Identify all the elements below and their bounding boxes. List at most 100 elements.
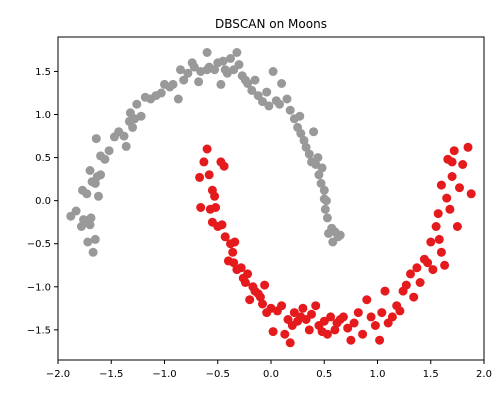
scatter-point-cluster-1 — [346, 335, 356, 345]
scatter-point-cluster-0 — [234, 60, 244, 70]
scatter-point-cluster-1 — [298, 303, 308, 313]
scatter-point-cluster-1 — [236, 263, 246, 273]
scatter-point-cluster-0 — [317, 163, 327, 173]
scatter-point-cluster-0 — [189, 62, 199, 72]
scatter-point-cluster-1 — [449, 146, 459, 156]
scatter-point-cluster-1 — [304, 325, 314, 335]
scatter-point-cluster-0 — [322, 213, 332, 223]
scatter-point-cluster-0 — [226, 54, 235, 63]
scatter-point-cluster-0 — [247, 85, 257, 95]
scatter-point-cluster-1 — [326, 312, 336, 322]
scatter-point-cluster-0 — [90, 178, 100, 188]
scatter-point-cluster-1 — [210, 191, 220, 201]
scatter-point-cluster-1 — [395, 306, 405, 316]
scatter-point-cluster-0 — [304, 149, 314, 159]
scatter-point-cluster-1 — [463, 142, 473, 152]
scatter-point-cluster-1 — [228, 247, 238, 257]
scatter-point-cluster-0 — [299, 135, 309, 145]
scatter-point-cluster-0 — [232, 48, 242, 57]
scatter-point-cluster-0 — [132, 99, 142, 109]
scatter-point-cluster-1 — [362, 295, 372, 305]
scatter-point-cluster-0 — [100, 154, 110, 164]
scatter-point-cluster-0 — [176, 65, 185, 75]
scatter-point-cluster-0 — [194, 77, 204, 87]
scatter-point-cluster-0 — [183, 68, 193, 78]
scatter-point-cluster-1 — [202, 144, 212, 154]
scatter-point-cluster-1 — [412, 263, 422, 273]
scatter-point-cluster-0 — [96, 170, 106, 180]
x-tick-label: 2.0 — [476, 369, 492, 380]
scatter-point-cluster-0 — [321, 196, 331, 206]
scatter-point-cluster-1 — [330, 325, 340, 335]
scatter-point-cluster-0 — [301, 142, 311, 152]
scatter-point-cluster-1 — [220, 232, 230, 242]
scatter-point-cluster-0 — [268, 67, 278, 76]
scatter-point-cluster-0 — [91, 134, 101, 144]
scatter-point-cluster-0 — [296, 129, 306, 138]
scatter-point-cluster-0 — [156, 88, 166, 98]
scatter-point-cluster-0 — [88, 247, 98, 257]
scatter-point-cluster-1 — [409, 292, 419, 302]
scatter-point-cluster-1 — [358, 329, 368, 339]
scatter-point-cluster-1 — [307, 309, 316, 319]
scatter-point-cluster-1 — [447, 157, 457, 167]
scatter-point-cluster-1 — [436, 247, 446, 257]
scatter-point-cluster-1 — [229, 258, 239, 268]
scatter-point-cluster-0 — [136, 111, 146, 121]
scatter-point-cluster-1 — [219, 161, 229, 171]
scatter-point-cluster-1 — [440, 260, 450, 270]
scatter-point-cluster-1 — [240, 278, 250, 287]
x-tick-label: −1.5 — [99, 369, 123, 380]
scatter-point-cluster-1 — [415, 278, 425, 287]
scatter-point-cluster-0 — [319, 185, 329, 195]
scatter-point-cluster-1 — [436, 180, 446, 190]
scatter-point-cluster-1 — [196, 203, 206, 212]
scatter-point-cluster-1 — [258, 299, 267, 309]
scatter-point-cluster-1 — [452, 222, 462, 231]
scatter-point-cluster-0 — [71, 206, 81, 216]
y-tick-label: 1.5 — [35, 67, 51, 78]
y-tick-label: −1.0 — [27, 282, 51, 293]
scatter-point-cluster-1 — [401, 280, 411, 290]
scatter-point-cluster-1 — [289, 308, 299, 318]
scatter-point-cluster-1 — [260, 280, 270, 290]
scatter-point-cluster-1 — [431, 222, 441, 231]
x-tick-label: −2.0 — [46, 369, 70, 380]
scatter-point-cluster-0 — [309, 127, 319, 137]
y-axis: −1.5 −1.0 −0.5 0.0 0.5 1.0 1.5 — [27, 67, 58, 336]
scatter-point-cluster-1 — [445, 204, 455, 214]
x-axis: −2.0 −1.5 −1.0 −0.5 0.0 0.5 1.0 1.5 2.0 — [46, 360, 492, 380]
scatter-point-cluster-0 — [335, 230, 345, 240]
scatter-point-cluster-0 — [119, 131, 129, 141]
scatter-point-cluster-1 — [255, 292, 265, 302]
scatter-point-cluster-1 — [245, 295, 255, 305]
scatter-point-cluster-1 — [366, 312, 376, 322]
scatter-point-cluster-1 — [458, 160, 468, 169]
scatter-point-cluster-0 — [262, 87, 272, 97]
scatter-point-cluster-1 — [199, 157, 209, 167]
x-tick-label: 0.0 — [263, 369, 279, 380]
scatter-point-cluster-0 — [316, 178, 326, 188]
scatter-point-cluster-1 — [375, 335, 385, 345]
scatter-point-cluster-1 — [387, 312, 397, 322]
scatter-point-cluster-0 — [90, 234, 100, 244]
x-tick-label: 1.5 — [423, 369, 439, 380]
scatter-point-cluster-1 — [343, 323, 353, 333]
scatter-point-cluster-1 — [353, 308, 363, 318]
scatter-point-cluster-0 — [285, 105, 295, 115]
scatter-point-cluster-0 — [179, 75, 189, 85]
scatter-point-cluster-1 — [442, 193, 452, 203]
scatter-point-cluster-1 — [423, 258, 433, 268]
scatter-point-cluster-1 — [204, 170, 214, 180]
y-tick-label: 0.5 — [35, 153, 51, 164]
scatter-point-cluster-1 — [455, 183, 464, 193]
scatter-point-cluster-0 — [128, 122, 138, 132]
scatter-point-cluster-1 — [230, 237, 240, 247]
scatter-point-cluster-0 — [83, 237, 93, 247]
scatter-point-cluster-1 — [217, 220, 227, 230]
scatter-point-cluster-1 — [447, 172, 457, 181]
y-tick-label: −1.5 — [27, 325, 51, 336]
scatter-point-cluster-0 — [210, 65, 220, 75]
scatter-point-cluster-0 — [250, 75, 260, 85]
